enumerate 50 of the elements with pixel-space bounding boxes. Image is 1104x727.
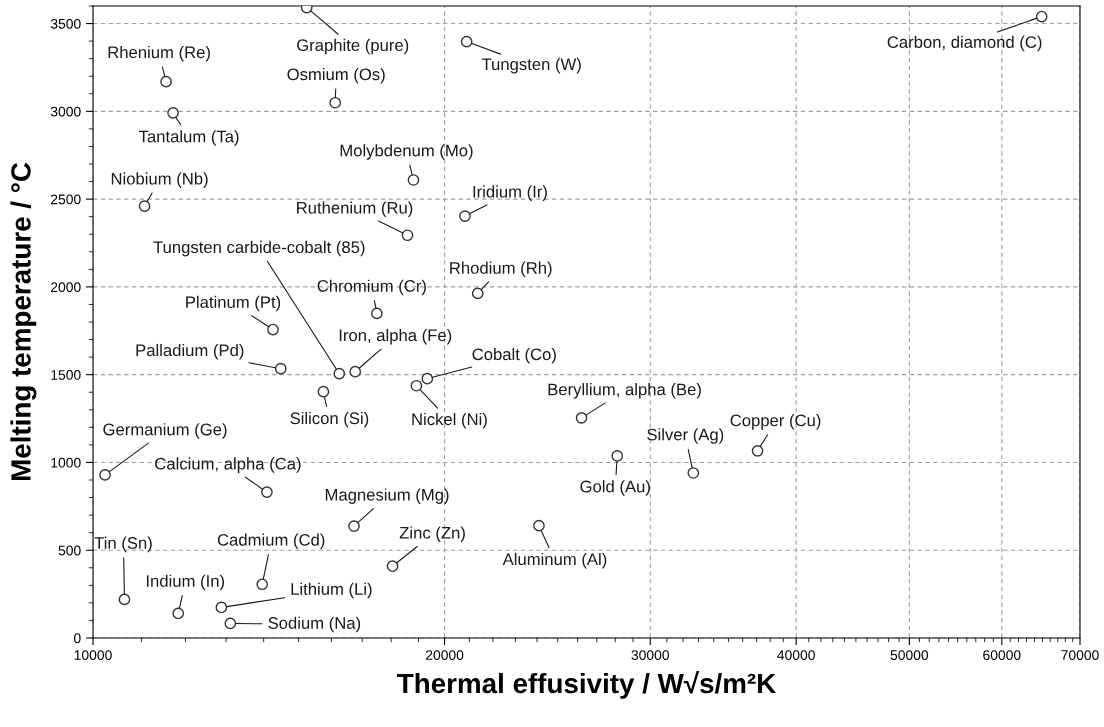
annotation: Sodium (Na) — [268, 616, 361, 633]
annotation: Osmium (Os) — [287, 67, 385, 84]
annotation: Carbon, diamond (C) — [887, 35, 1042, 52]
y-tick-label: 1500 — [51, 370, 81, 380]
annotation: Tantalum (Ta) — [138, 130, 239, 146]
x-tick-label: 40000 — [777, 650, 815, 661]
annotation: Graphite (pure) — [297, 38, 409, 55]
annotation: Germanium (Ge) — [103, 423, 227, 439]
x-tick-label: 30000 — [631, 650, 670, 661]
annotation: Tungsten (W) — [481, 57, 581, 74]
annotation: Rhenium (Re) — [108, 45, 210, 62]
y-axis-title: Melting temperature / °C — [10, 162, 37, 481]
x-tick-label: 10000 — [74, 650, 112, 661]
annotation: Beryllium, alpha (Be) — [548, 383, 701, 399]
annotation: Tungsten carbide-cobalt (85) — [153, 240, 365, 257]
annotation: Lithium (Li) — [291, 582, 372, 599]
annotation: Iron, alpha (Fe) — [339, 328, 452, 345]
annotation: Tin (Sn) — [94, 536, 152, 553]
annotation: Rhodium (Rh) — [450, 261, 552, 278]
x-axis-title: Thermal effusivity / W√s/m²K — [397, 671, 777, 699]
annotation: Niobium (Nb) — [111, 172, 208, 188]
annotation: Copper (Cu) — [730, 414, 821, 430]
annotation: Ruthenium (Ru) — [297, 201, 413, 218]
annotation: Palladium (Pd) — [136, 343, 244, 360]
annotation: Gold (Au) — [580, 480, 650, 496]
x-tick-label: 70000 — [1061, 650, 1099, 661]
annotation: Nickel (Ni) — [412, 412, 487, 429]
annotation: Zinc (Zn) — [399, 526, 465, 542]
annotation: Silver (Ag) — [647, 428, 724, 444]
annotation: Cobalt (Co) — [472, 347, 556, 364]
x-tick-label: 60000 — [983, 650, 1021, 661]
annotation: Platinum (Pt) — [186, 295, 281, 312]
annotation: Aluminum (Al) — [502, 552, 607, 569]
annotation: Chromium (Cr) — [317, 279, 426, 296]
annotation: Calcium, alpha (Ca) — [155, 457, 301, 473]
y-tick-label: 2000 — [51, 282, 81, 293]
y-tick-label: 0 — [74, 633, 81, 644]
x-tick-label: 50000 — [890, 650, 929, 661]
annotation: Molybdenum (Mo) — [340, 144, 473, 160]
x-tick-label: 20000 — [425, 650, 464, 661]
y-tick-label: 2500 — [51, 194, 81, 205]
annotation: Cadmium (Cd) — [217, 533, 325, 550]
y-tick-label: 3500 — [50, 18, 81, 29]
annotation: Indium (In) — [146, 574, 225, 591]
annotation: Magnesium (Mg) — [325, 488, 449, 504]
y-tick-label: 3000 — [50, 106, 81, 117]
y-tick-label: 500 — [58, 545, 81, 556]
y-tick-label: 1000 — [51, 457, 81, 468]
annotation: Silicon (Si) — [290, 411, 369, 428]
annotation: Iridium (Ir) — [473, 185, 547, 201]
